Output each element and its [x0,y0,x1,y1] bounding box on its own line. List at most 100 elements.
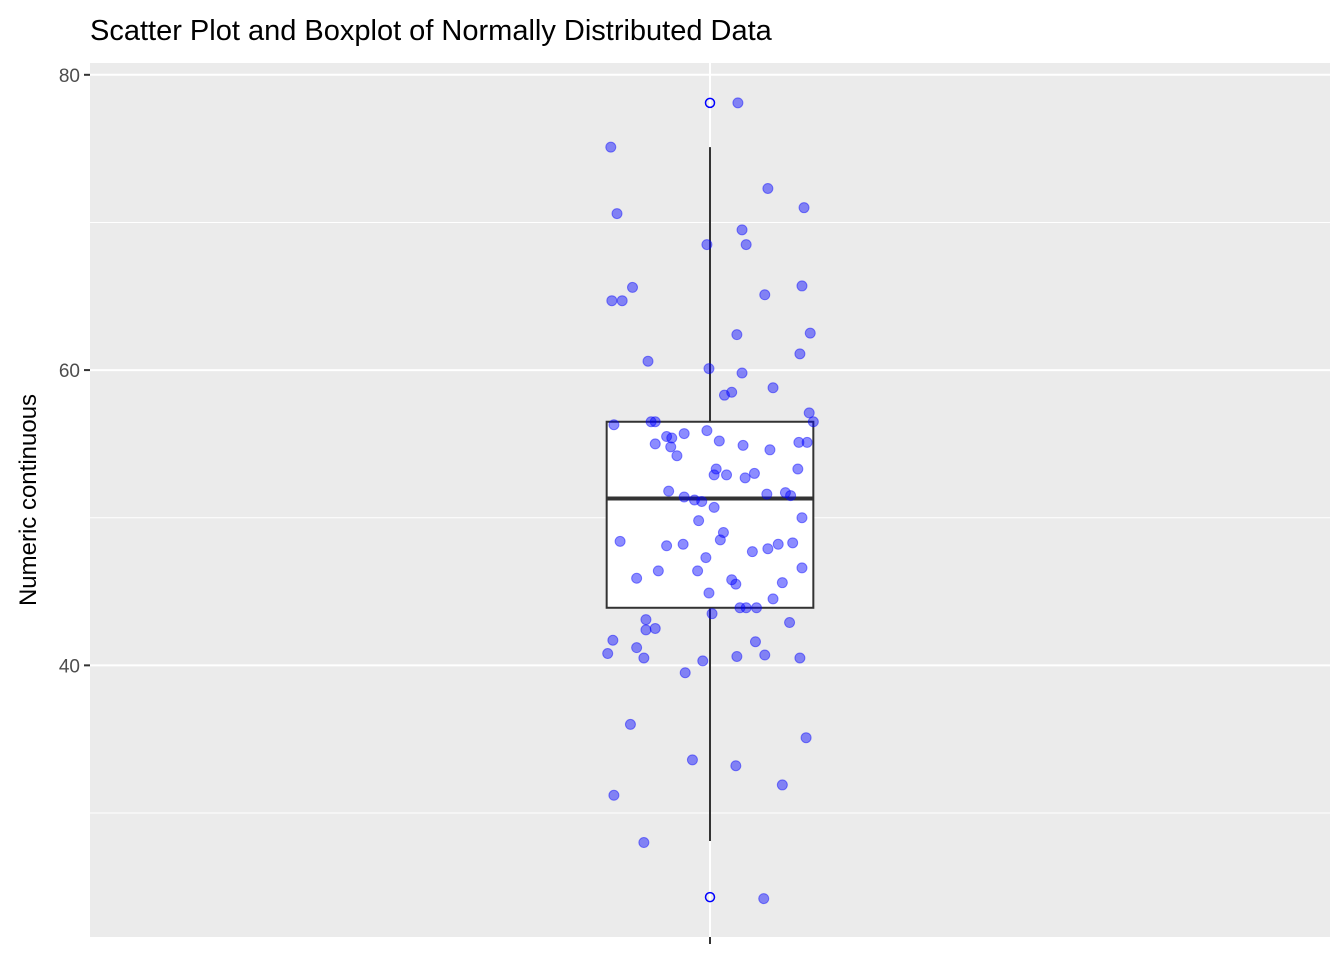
y-tick-label: 80 [59,66,80,87]
data-point [608,419,620,431]
scatter-points [602,97,819,905]
data-point [794,348,806,360]
data-point [700,552,712,564]
data-point [758,893,770,905]
data-point [608,789,620,801]
data-point [679,667,691,679]
data-point [665,441,677,453]
data-point [649,416,661,428]
data-point [703,363,715,375]
data-point [614,535,626,547]
data-point [661,540,673,552]
data-point [708,501,720,513]
data-point [649,622,661,634]
data-point [717,526,729,538]
data-point [762,543,774,555]
data-point [652,565,664,577]
data-point [607,634,619,646]
data-point [761,488,773,500]
data-point [611,208,623,220]
data-point [731,650,743,662]
data-point [800,732,812,744]
data-point [693,515,705,527]
data-point [721,469,733,481]
data-point [767,593,779,605]
box-iqr [605,420,815,609]
data-point [767,382,779,394]
data-point [736,224,748,236]
data-point [740,602,752,614]
data-point [764,444,776,456]
y-axis-label: Numeric continuous [15,394,42,606]
data-point [642,355,654,367]
data-point [731,329,743,341]
data-point [796,280,808,292]
data-point [624,718,636,730]
data-point [706,608,718,620]
data-point [746,546,758,558]
data-point [686,754,698,766]
data-point [762,182,774,194]
data-point [713,435,725,447]
data-point [796,512,808,524]
data-point [793,436,805,448]
data-point [794,652,806,664]
data-point [640,624,652,636]
data-point [740,239,752,251]
data-point [718,389,730,401]
data-point [703,587,715,599]
data-point [661,431,673,443]
data-point [645,416,657,428]
data-point [759,649,771,661]
data-point [689,494,700,506]
data-point [759,289,771,301]
data-point [726,574,738,586]
data-point [678,428,690,440]
data-point [804,327,816,339]
data-point [677,538,689,550]
data-point [796,562,808,574]
data-point [602,648,614,660]
data-point [666,432,678,444]
outlier-point [704,97,716,109]
data-point [701,425,713,437]
data-point [776,577,788,589]
data-point [776,779,788,791]
data-point [631,572,643,584]
data-point [697,655,709,667]
data-point [640,614,652,626]
data-point [772,538,784,550]
data-point [737,439,749,451]
data-point [696,495,708,507]
data-point [792,463,804,475]
data-point [779,487,791,499]
data-point [638,837,650,849]
data-point [606,295,618,307]
data-point [616,295,628,307]
data-point [787,537,799,549]
data-point [631,642,643,654]
y-tick-label: 40 [59,656,80,677]
data-point [710,463,722,475]
data-point [807,416,819,428]
data-point [638,652,650,664]
data-point [678,491,690,503]
data-point [649,438,661,450]
data-point [803,407,815,419]
y-tick-label: 60 [59,361,80,382]
data-point [748,467,760,479]
data-point [692,565,704,577]
data-point [751,602,762,614]
outlier-point [704,891,716,903]
data-point [701,239,713,251]
chart-title: Scatter Plot and Boxplot of Normally Dis… [90,15,773,47]
data-point [801,436,813,448]
data-point [749,636,761,648]
data-point [732,97,744,109]
data-point [734,602,746,614]
data-point [708,469,720,481]
data-point [605,141,617,153]
data-point [784,617,796,629]
data-point [798,202,810,214]
